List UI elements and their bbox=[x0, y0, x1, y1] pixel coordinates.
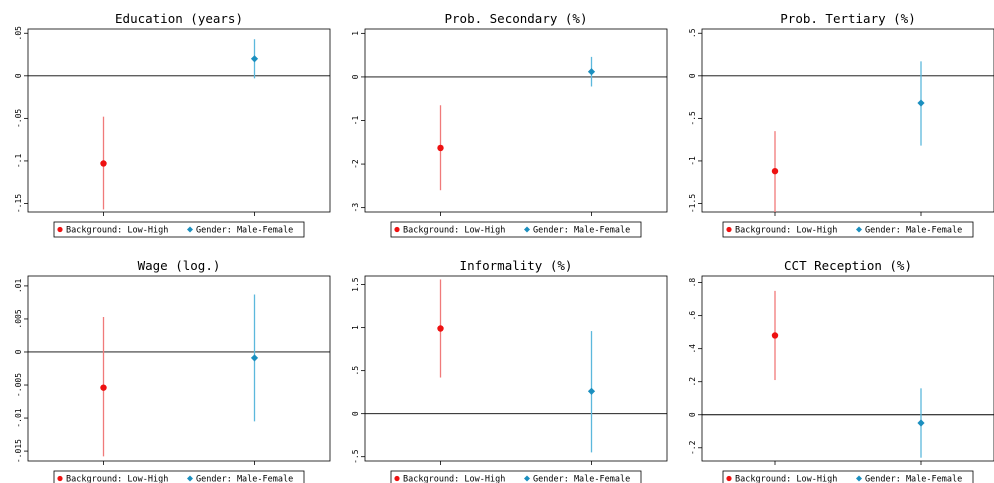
panel-prob-tertiary-title: Prob. Tertiary (%) bbox=[780, 11, 915, 26]
panel-prob-tertiary-legend-background-label: Background: Low-High bbox=[735, 226, 837, 236]
panel-wage-log-ytick-label: 0 bbox=[14, 349, 23, 354]
panel-wage-log-gender-male-female-point bbox=[250, 354, 259, 362]
panel-cct-reception-legend-background-label: Background: Low-High bbox=[735, 475, 837, 483]
panel-informality-legend-background-marker bbox=[394, 475, 400, 482]
panel-prob-tertiary-ytick-label: -1 bbox=[688, 156, 697, 166]
panel-wage-log-legend-background-label: Background: Low-High bbox=[66, 475, 168, 483]
panel-cct-reception-plot-frame bbox=[701, 275, 994, 462]
panel-cct-reception-ytick-label: .8 bbox=[688, 278, 697, 288]
panel-wage-log-title: Wage (log.) bbox=[138, 258, 221, 273]
panel-cct-reception-gender-male-female-point bbox=[917, 419, 925, 427]
panel-wage-log-legend: Background: Low-High Gender: Male-Female bbox=[53, 470, 305, 483]
panel-prob-secondary-legend-background-marker bbox=[394, 226, 400, 233]
panel-cct-reception-ytick-label: -.2 bbox=[688, 440, 697, 455]
panel-wage-log-plot-frame bbox=[27, 275, 331, 462]
panel-prob-tertiary-legend: Background: Low-High Gender: Male-Female bbox=[722, 221, 974, 238]
panel-informality-ytick-label: 0 bbox=[351, 411, 360, 416]
panel-prob-secondary-legend-background-label: Background: Low-High bbox=[403, 226, 505, 236]
panel-education-years-title: Education (years) bbox=[115, 11, 243, 26]
panel-education-years-legend-gender-marker bbox=[187, 226, 193, 233]
panel-education-years-ytick-label: .05 bbox=[14, 26, 23, 41]
panel-prob-tertiary-plot-frame bbox=[701, 28, 994, 213]
panel-informality-plot-frame bbox=[364, 275, 668, 462]
panel-informality-legend-box bbox=[390, 470, 642, 483]
panel-education-years-ytick-label: -.05 bbox=[14, 109, 23, 128]
panel-cct-reception-legend-box bbox=[722, 470, 974, 483]
panel-prob-secondary-background-low-high-point bbox=[437, 144, 444, 152]
panel-informality-ytick-label: 1.5 bbox=[351, 277, 360, 292]
panel-prob-secondary-gender-male-female-point bbox=[587, 68, 596, 76]
panel-education-years-background-low-high-point bbox=[100, 160, 107, 167]
panel-cct-reception-ytick-label: .2 bbox=[688, 377, 697, 387]
panel-education-years-plot-frame bbox=[27, 28, 331, 213]
panel-informality-legend-gender-marker bbox=[524, 475, 530, 482]
panel-prob-secondary-legend-box bbox=[390, 221, 642, 238]
panel-wage-log-legend-gender-marker bbox=[187, 475, 193, 482]
panel-informality-ytick-label: 1 bbox=[351, 325, 360, 330]
panel-education-years-legend: Background: Low-High Gender: Male-Female bbox=[53, 221, 305, 238]
panel-wage-log: Wage (log.) .01 .005 0 -.005 -.01 -.015 Backgro… bbox=[14, 258, 331, 483]
panel-cct-reception-title: CCT Reception (%) bbox=[784, 258, 912, 273]
panel-wage-log-legend-box bbox=[53, 470, 305, 483]
panel-prob-tertiary: Prob. Tertiary (%) .5 0 -.5 -1 -1.5 Background… bbox=[688, 11, 994, 238]
panel-education-years-ytick-label: -.15 bbox=[14, 194, 23, 213]
panel-education-years-gender-male-female-point bbox=[250, 55, 259, 63]
panel-prob-secondary-legend: Background: Low-High Gender: Male-Female bbox=[390, 221, 642, 238]
panel-education-years-legend-box bbox=[53, 221, 305, 238]
panel-education-years-legend-background-label: Background: Low-High bbox=[66, 226, 168, 236]
panel-informality-title: Informality (%) bbox=[460, 258, 573, 273]
panel-prob-secondary-title: Prob. Secondary (%) bbox=[445, 11, 588, 26]
panel-wage-log-background-low-high-point bbox=[100, 384, 107, 391]
panel-cct-reception-ytick-label: .6 bbox=[688, 311, 697, 321]
panel-prob-tertiary-ytick-label: -.5 bbox=[688, 111, 697, 126]
panel-prob-tertiary-ytick-label: -1.5 bbox=[688, 194, 697, 213]
panel-wage-log-legend-gender-label: Gender: Male-Female bbox=[196, 475, 293, 483]
panel-informality-ytick-label: .5 bbox=[351, 366, 360, 376]
panel-cct-reception-legend-gender-label: Gender: Male-Female bbox=[865, 475, 962, 483]
panel-wage-log-legend-background-marker bbox=[57, 475, 63, 482]
panel-prob-tertiary-legend-gender-marker bbox=[856, 226, 862, 233]
panel-education-years-legend-gender-label: Gender: Male-Female bbox=[196, 226, 293, 236]
panel-informality-legend: Background: Low-High Gender: Male-Female bbox=[390, 470, 642, 483]
panel-prob-tertiary-legend-box bbox=[722, 221, 974, 238]
panel-prob-tertiary-gender-male-female-point bbox=[917, 99, 925, 107]
panel-informality-gender-male-female-point bbox=[587, 387, 596, 395]
panel-prob-tertiary-ytick-label: 0 bbox=[688, 73, 697, 78]
panel-prob-tertiary-background-low-high-point bbox=[771, 167, 779, 175]
panel-informality-ytick-label: -.5 bbox=[351, 449, 360, 464]
panel-prob-secondary-legend-gender-label: Gender: Male-Female bbox=[533, 226, 630, 236]
panel-prob-tertiary-legend-background-marker bbox=[726, 226, 732, 233]
panel-prob-tertiary-ytick-label: .5 bbox=[688, 28, 697, 38]
panel-prob-tertiary-legend-gender-label: Gender: Male-Female bbox=[865, 226, 962, 236]
panel-wage-log-ytick-label: .01 bbox=[14, 279, 23, 294]
panel-informality-legend-background-label: Background: Low-High bbox=[403, 475, 505, 483]
panel-informality-legend-gender-label: Gender: Male-Female bbox=[533, 475, 630, 483]
panel-prob-secondary: Prob. Secondary (%) 1 0 -1 -2 -3 Background: L… bbox=[351, 11, 668, 238]
panel-prob-secondary-plot-frame bbox=[364, 28, 668, 213]
panel-education-years: Education (years) .05 0 -.05 -.1 -.15 Backgrou… bbox=[14, 11, 331, 238]
panel-prob-secondary-ytick-label: -1 bbox=[351, 116, 360, 126]
panel-cct-reception-legend-gender-marker bbox=[856, 475, 862, 482]
panel-cct-reception-ytick-label: .4 bbox=[688, 344, 697, 354]
panel-prob-secondary-ytick-label: 0 bbox=[351, 74, 360, 79]
panel-education-years-legend-background-marker bbox=[57, 226, 63, 233]
panel-cct-reception: CCT Reception (%) .8 .6 .4 .2 0 -.2 Background:… bbox=[688, 258, 994, 483]
panel-prob-secondary-legend-gender-marker bbox=[524, 226, 530, 233]
panel-education-years-ytick-label: -.1 bbox=[14, 154, 23, 169]
panel-cct-reception-ytick-label: 0 bbox=[688, 412, 697, 417]
panel-prob-secondary-ytick-label: -2 bbox=[351, 159, 360, 169]
panel-informality-background-low-high-point bbox=[437, 325, 444, 332]
panel-cct-reception-legend-background-marker bbox=[726, 475, 732, 482]
panel-cct-reception-background-low-high-point bbox=[771, 332, 779, 339]
panel-prob-secondary-ytick-label: -3 bbox=[351, 203, 360, 213]
panel-wage-log-ytick-label: -.015 bbox=[14, 439, 23, 463]
panel-cct-reception-legend: Background: Low-High Gender: Male-Female bbox=[722, 470, 974, 483]
panel-wage-log-ytick-label: .005 bbox=[14, 309, 23, 328]
panel-education-years-ytick-label: 0 bbox=[14, 73, 23, 78]
panel-prob-secondary-ytick-label: 1 bbox=[351, 31, 360, 36]
panel-wage-log-ytick-label: -.005 bbox=[14, 373, 23, 397]
panel-wage-log-ytick-label: -.01 bbox=[14, 408, 23, 427]
